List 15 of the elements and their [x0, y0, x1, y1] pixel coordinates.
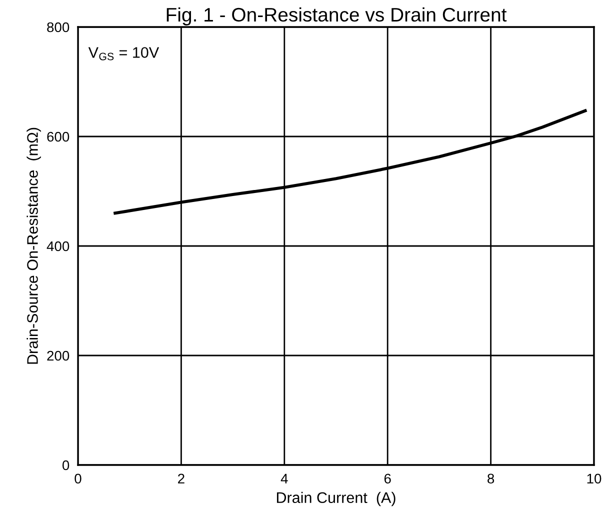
x-tick-label: 0	[74, 474, 82, 484]
x-tick-label: 6	[384, 474, 391, 484]
x-tick-label: 10	[587, 474, 602, 484]
y-tick-label: 400	[46, 241, 70, 252]
y-axis-title: Drain-Source On-Resistance (mΩ)	[26, 128, 41, 364]
y-tick-label: 0	[62, 460, 70, 470]
x-tick-label: 2	[178, 474, 184, 484]
annotation: V$_{GS}$ = 10V	[88, 47, 160, 60]
y-tick-label: 800	[47, 22, 70, 32]
x-axis-title: Drain Current (A)	[276, 492, 396, 506]
chart-title: Fig. 1 - On-Resistance vs Drain Current	[166, 7, 507, 26]
x-tick-label: 8	[488, 474, 494, 484]
y-tick-label: 600	[47, 132, 70, 142]
y-tick-label: 200	[47, 350, 70, 361]
x-tick-label: 4	[280, 474, 288, 484]
